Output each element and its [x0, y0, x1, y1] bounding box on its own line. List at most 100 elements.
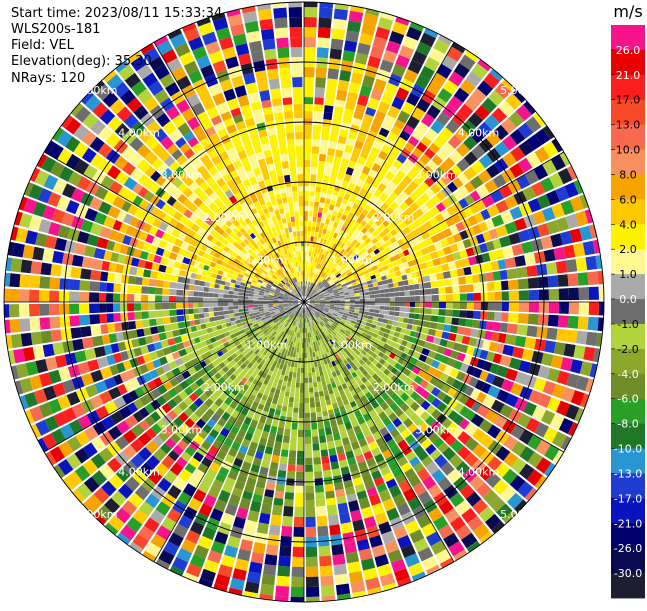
- velocity-cell: [359, 213, 366, 220]
- velocity-cell: [288, 396, 294, 403]
- velocity-cell: [423, 341, 433, 350]
- velocity-cell: [518, 360, 531, 373]
- velocity-cell: [595, 255, 603, 269]
- velocity-cell: [304, 47, 316, 58]
- velocity-cell: [385, 273, 392, 280]
- velocity-cell: [424, 237, 434, 247]
- velocity-cell: [330, 38, 344, 50]
- velocity-cell: [301, 362, 304, 368]
- velocity-cell: [310, 167, 318, 175]
- velocity-cell: [455, 334, 464, 343]
- velocity-cell: [315, 406, 322, 413]
- velocity-cell: [383, 361, 390, 369]
- velocity-cell: [470, 401, 482, 413]
- velocity-cell: [306, 271, 309, 277]
- velocity-cell: [271, 419, 279, 428]
- velocity-cell: [342, 285, 348, 289]
- velocity-cell: [566, 329, 578, 343]
- velocity-cell: [297, 362, 301, 368]
- velocity-cell: [399, 307, 405, 312]
- velocity-cell: [10, 333, 23, 349]
- velocity-cell: [228, 286, 235, 291]
- velocity-cell: [365, 343, 372, 350]
- velocity-cell: [382, 354, 389, 361]
- velocity-cell: [345, 269, 351, 274]
- velocity-cell: [308, 372, 312, 378]
- velocity-cell: [495, 446, 511, 461]
- velocity-cell: [343, 287, 349, 292]
- velocity-cell: [320, 277, 325, 283]
- velocity-cell: [283, 396, 289, 402]
- velocity-cell: [295, 485, 304, 493]
- velocity-cell: [452, 177, 464, 189]
- velocity-cell: [431, 154, 443, 166]
- velocity-cell: [487, 385, 501, 399]
- velocity-cell: [155, 295, 163, 302]
- velocity-cell: [401, 340, 408, 347]
- velocity-cell: [80, 326, 92, 338]
- velocity-cell: [305, 492, 315, 500]
- velocity-cell: [399, 201, 409, 211]
- velocity-cell: [491, 214, 505, 228]
- velocity-cell: [346, 137, 356, 147]
- velocity-cell: [494, 302, 502, 311]
- velocity-cell: [319, 284, 325, 289]
- velocity-cell: [334, 3, 349, 11]
- velocity-cell: [371, 352, 378, 359]
- velocity-cell: [314, 303, 320, 305]
- velocity-cell: [329, 176, 337, 185]
- velocity-cell: [305, 327, 308, 333]
- velocity-cell: [292, 412, 299, 418]
- velocity-cell: [409, 296, 415, 302]
- velocity-cell: [304, 153, 311, 161]
- velocity-cell: [400, 352, 408, 360]
- velocity-cell: [223, 310, 229, 315]
- velocity-cell: [290, 361, 295, 368]
- velocity-cell: [293, 347, 297, 353]
- velocity-cell: [316, 505, 327, 517]
- velocity-cell: [333, 290, 339, 294]
- velocity-cell: [378, 285, 384, 290]
- velocity-cell: [388, 244, 396, 251]
- velocity-cell: [163, 324, 172, 332]
- velocity-cell: [248, 302, 254, 305]
- velocity-cell: [343, 266, 350, 272]
- velocity-cell: [305, 450, 313, 458]
- velocity-cell: [411, 228, 421, 238]
- velocity-cell: [362, 269, 369, 275]
- velocity-cell: [478, 419, 493, 433]
- velocity-cell: [305, 271, 307, 277]
- velocity-cell: [260, 583, 275, 596]
- velocity-cell: [321, 287, 327, 292]
- velocity-cell: [366, 280, 373, 285]
- velocity-cell: [324, 299, 330, 301]
- velocity-cell: [316, 288, 321, 293]
- velocity-cell: [388, 287, 395, 293]
- velocity-cell: [305, 261, 308, 267]
- velocity-cell: [438, 309, 446, 316]
- velocity-cell: [334, 327, 340, 333]
- velocity-cell: [313, 236, 318, 243]
- velocity-cell: [568, 302, 579, 315]
- velocity-cell: [311, 153, 319, 161]
- velocity-cell: [533, 377, 547, 392]
- velocity-cell: [567, 315, 579, 329]
- velocity-cell: [413, 283, 420, 290]
- velocity-cell: [495, 225, 508, 238]
- velocity-cell: [448, 95, 463, 111]
- velocity-cell: [339, 128, 349, 138]
- velocity-cell: [384, 306, 390, 311]
- velocity-cell: [391, 347, 399, 355]
- velocity-cell: [441, 263, 450, 272]
- velocity-cell: [463, 266, 472, 276]
- velocity-cell: [332, 323, 338, 328]
- velocity-cell: [278, 379, 283, 386]
- velocity-cell: [308, 377, 313, 383]
- velocity-cell: [384, 328, 391, 334]
- velocity-cell: [373, 313, 380, 318]
- velocity-cell: [223, 302, 229, 307]
- velocity-cell: [316, 47, 329, 59]
- velocity-cell: [324, 374, 329, 381]
- velocity-cell: [169, 288, 177, 296]
- velocity-cell: [263, 304, 269, 307]
